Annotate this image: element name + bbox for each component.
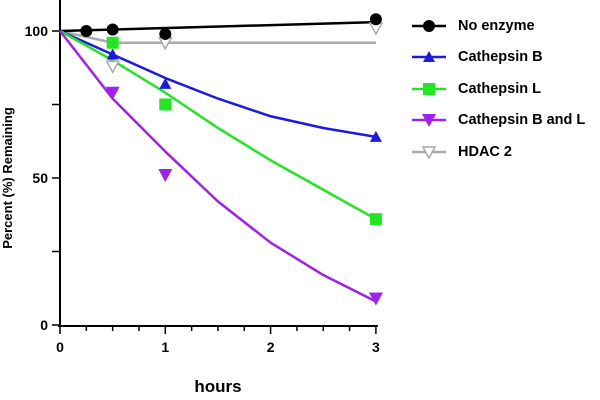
y-tick-label: 100 <box>25 23 49 39</box>
y-tick-label: 0 <box>40 317 48 333</box>
y-tick-label: 50 <box>32 170 48 186</box>
legend-swatch <box>412 82 446 95</box>
legend-marker-icon <box>423 82 435 95</box>
legend-item: HDAC 2 <box>412 136 585 168</box>
legend-label: Cathepsin B <box>458 49 543 66</box>
legend-label: HDAC 2 <box>458 143 512 160</box>
x-axis-label: hours <box>194 377 241 396</box>
data-point <box>369 213 382 226</box>
data-point <box>105 86 120 100</box>
legend-marker-icon <box>423 51 435 63</box>
x-tick-label: 1 <box>161 339 169 355</box>
data-point <box>368 292 383 306</box>
data-point <box>158 169 173 183</box>
legend-item: Cathepsin L <box>412 73 585 105</box>
data-point <box>106 23 119 36</box>
legend-swatch <box>412 51 446 63</box>
fit-line-cathepsin-b-and-l <box>59 30 377 303</box>
legend-label: No enzyme <box>458 17 535 34</box>
legend-label: Cathepsin B and L <box>458 112 586 129</box>
legend-marker-icon <box>422 114 436 128</box>
x-tick-label: 2 <box>267 339 275 355</box>
data-point <box>106 36 119 49</box>
data-point <box>369 13 382 26</box>
data-point <box>106 48 119 60</box>
data-point <box>159 98 172 111</box>
y-axis-label: Percent (%) Remaining <box>0 107 15 249</box>
legend: No enzyme Cathepsin B Cathepsin L Cathepsin… <box>412 10 585 168</box>
legend-marker-icon <box>423 19 435 32</box>
data-point <box>159 27 172 40</box>
x-tick-label: 3 <box>372 339 380 355</box>
legend-label: Cathepsin L <box>458 80 541 97</box>
legend-item: Cathepsin B and L <box>412 105 585 137</box>
legend-swatch <box>412 114 446 128</box>
data-point <box>369 130 382 142</box>
data-point <box>80 25 93 37</box>
legend-item: No enzyme <box>412 10 585 42</box>
x-tick-label: 0 <box>56 339 64 355</box>
fit-line-cathepsin-l <box>59 29 377 221</box>
data-point <box>159 77 172 89</box>
legend-swatch <box>412 146 446 160</box>
legend-swatch <box>412 19 446 32</box>
legend-marker-icon <box>421 146 437 160</box>
legend-item: Cathepsin B <box>412 42 585 74</box>
data-point <box>105 60 120 74</box>
